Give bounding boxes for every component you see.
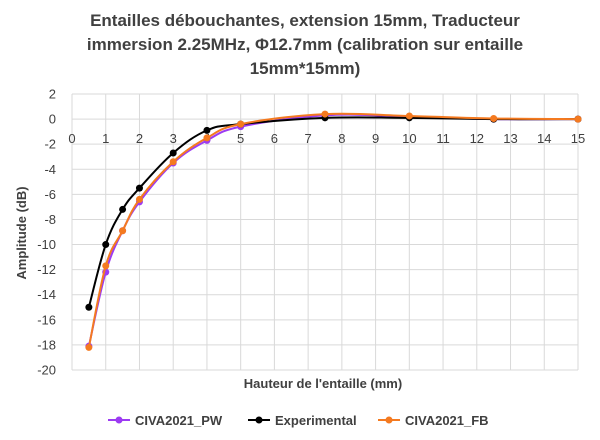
chart-title: Entailles débouchantes, extension 15mm, … bbox=[87, 11, 523, 78]
x-tick-label: 2 bbox=[136, 131, 143, 146]
y-axis-ticks: 2 0 -2 -4 -6 -8 -10 -12 -14 -16 -18 -20 bbox=[37, 87, 56, 378]
x-tick-label: 9 bbox=[372, 131, 379, 146]
data-point bbox=[135, 184, 143, 192]
series-civa2021-fb bbox=[85, 110, 582, 351]
x-tick-label: 14 bbox=[537, 131, 551, 146]
chart-title-line: 15mm*15mm) bbox=[250, 59, 361, 78]
series-line bbox=[87, 113, 579, 347]
x-tick-label: 10 bbox=[402, 131, 416, 146]
x-tick-label: 8 bbox=[338, 131, 345, 146]
x-tick-label: 0 bbox=[68, 131, 75, 146]
x-tick-label: 3 bbox=[170, 131, 177, 146]
legend-label: CIVA2021_PW bbox=[135, 413, 223, 428]
legend-swatch-marker bbox=[255, 416, 263, 424]
data-point bbox=[490, 114, 498, 122]
data-point bbox=[574, 115, 582, 123]
series-civa2021-pw bbox=[85, 111, 582, 350]
data-point bbox=[102, 262, 110, 270]
x-axis-label: Hauteur de l'entaille (mm) bbox=[244, 376, 402, 391]
y-tick-label: -2 bbox=[44, 137, 56, 152]
y-tick-label: -16 bbox=[37, 312, 56, 327]
y-axis-label: Amplitude (dB) bbox=[14, 186, 29, 279]
data-point bbox=[85, 343, 93, 351]
y-tick-label: -4 bbox=[44, 162, 56, 177]
x-tick-label: 1 bbox=[102, 131, 109, 146]
data-point bbox=[85, 303, 93, 311]
y-tick-label: -6 bbox=[44, 187, 56, 202]
chart-title-line: Entailles débouchantes, extension 15mm, … bbox=[90, 11, 520, 30]
data-point bbox=[203, 134, 211, 142]
legend-item: CIVA2021_PW bbox=[108, 413, 223, 428]
y-tick-label: 0 bbox=[49, 112, 56, 127]
legend-item: Experimental bbox=[248, 413, 357, 428]
x-tick-label: 7 bbox=[305, 131, 312, 146]
y-tick-label: -8 bbox=[44, 212, 56, 227]
x-tick-label: 13 bbox=[503, 131, 517, 146]
y-tick-label: -12 bbox=[37, 262, 56, 277]
x-tick-label: 15 bbox=[571, 131, 585, 146]
data-point bbox=[405, 112, 413, 120]
legend-label: Experimental bbox=[275, 413, 357, 428]
y-tick-label: 2 bbox=[49, 87, 56, 102]
data-point bbox=[237, 120, 245, 128]
data-point bbox=[135, 195, 143, 203]
y-tick-label: -10 bbox=[37, 237, 56, 252]
legend-item: CIVA2021_FB bbox=[378, 413, 489, 428]
data-point bbox=[169, 149, 177, 157]
data-point bbox=[321, 110, 329, 118]
data-point bbox=[169, 158, 177, 166]
data-point bbox=[102, 241, 110, 249]
legend: CIVA2021_PW Experimental CIVA2021_FB bbox=[108, 413, 489, 428]
y-tick-label: -20 bbox=[37, 363, 56, 378]
gridlines bbox=[71, 93, 579, 371]
series-line bbox=[87, 116, 579, 308]
x-tick-label: 11 bbox=[436, 131, 450, 146]
chart-title-line: immersion 2.25MHz, Φ12.7mm (calibration … bbox=[87, 35, 523, 54]
series-layer bbox=[85, 110, 582, 351]
x-tick-label: 12 bbox=[470, 131, 484, 146]
legend-swatch-marker bbox=[385, 416, 393, 424]
data-point bbox=[203, 126, 211, 134]
y-tick-label: -14 bbox=[37, 287, 56, 302]
series-line bbox=[87, 112, 579, 348]
data-point bbox=[119, 227, 127, 235]
data-point bbox=[119, 205, 127, 213]
x-tick-label: 6 bbox=[271, 131, 278, 146]
y-tick-label: -18 bbox=[37, 337, 56, 352]
legend-swatch-marker bbox=[115, 416, 123, 424]
x-tick-label: 5 bbox=[237, 131, 244, 146]
legend-label: CIVA2021_FB bbox=[405, 413, 489, 428]
